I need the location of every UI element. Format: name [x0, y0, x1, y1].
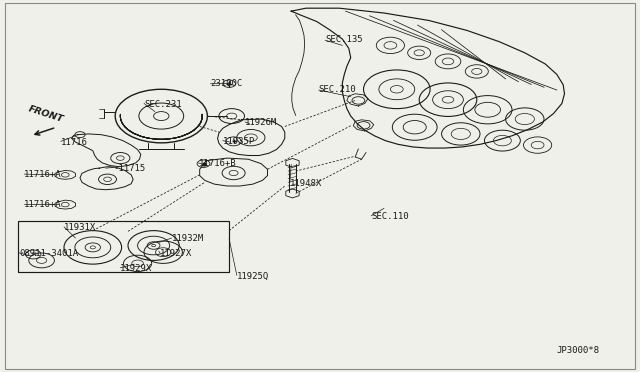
- Text: N: N: [31, 252, 36, 257]
- Text: SEC.210: SEC.210: [319, 85, 356, 94]
- Text: 08911-3401A: 08911-3401A: [19, 249, 78, 258]
- Text: 11926M: 11926M: [245, 118, 277, 127]
- Circle shape: [90, 246, 95, 249]
- Text: 11948X: 11948X: [290, 179, 322, 187]
- Text: -11715: -11715: [114, 164, 146, 173]
- Circle shape: [152, 244, 156, 247]
- Text: 11716: 11716: [61, 138, 88, 147]
- Text: 11716+B: 11716+B: [198, 159, 236, 168]
- Text: 11931X: 11931X: [64, 223, 96, 232]
- Text: SEC.135: SEC.135: [325, 35, 363, 44]
- Bar: [18, 221, 229, 272]
- Text: 11716+A: 11716+A: [24, 170, 62, 179]
- Text: 11716+A: 11716+A: [24, 200, 62, 209]
- Text: SEC.110: SEC.110: [371, 212, 409, 221]
- Text: JP3000*8: JP3000*8: [557, 346, 600, 355]
- Text: 11929X: 11929X: [120, 264, 152, 273]
- Text: 11927X: 11927X: [160, 249, 192, 258]
- Text: 11932M: 11932M: [172, 234, 204, 243]
- Text: 23100C: 23100C: [210, 79, 242, 88]
- Text: 11925Q: 11925Q: [237, 272, 269, 280]
- Text: SEC.231: SEC.231: [144, 100, 182, 109]
- Text: FRONT: FRONT: [28, 105, 65, 125]
- Text: 11935P: 11935P: [223, 137, 255, 146]
